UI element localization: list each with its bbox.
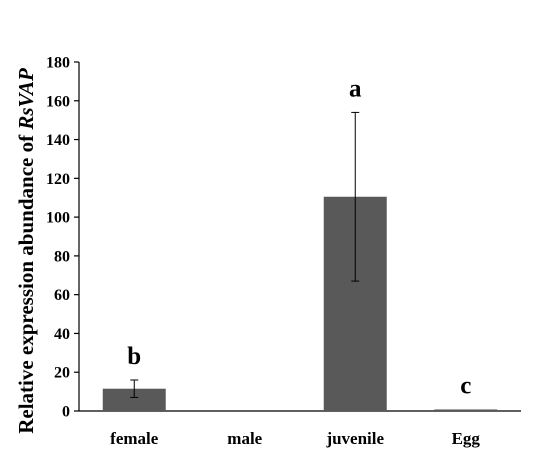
y-axis-title: Relative expression abundance of RsVAP [14, 68, 38, 434]
y-tick-label: 80 [54, 248, 70, 265]
y-tick-label: 140 [46, 132, 70, 149]
y-tick-label: 40 [54, 326, 70, 343]
bar-egg [434, 409, 498, 411]
y-tick-label: 160 [46, 93, 70, 110]
y-tick-label: 0 [62, 404, 70, 421]
y-tick-label: 60 [54, 287, 70, 304]
x-tick-label: juvenile [325, 429, 384, 448]
x-tick-label: female [110, 429, 159, 448]
svg-text:Relative expression abundance: Relative expression abundance of RsVAP [14, 68, 38, 434]
y-tick-label: 100 [46, 210, 70, 227]
plot-area: 0 20 40 60 80 100 120 140 160 180 female b male juven… [46, 55, 521, 448]
bar-female [102, 388, 166, 411]
y-tick-label: 120 [46, 171, 70, 188]
x-tick-label: Egg [452, 429, 481, 448]
significance-label: b [127, 343, 141, 370]
y-axis-title-prefix: Relative expression abundance of [14, 130, 38, 434]
significance-label: c [460, 372, 471, 399]
y-axis-title-gene: RsVAP [14, 68, 38, 131]
x-tick-label: male [227, 429, 262, 448]
y-tick-label: 180 [46, 55, 70, 72]
significance-label: a [349, 75, 362, 102]
y-tick-label: 20 [54, 365, 70, 382]
